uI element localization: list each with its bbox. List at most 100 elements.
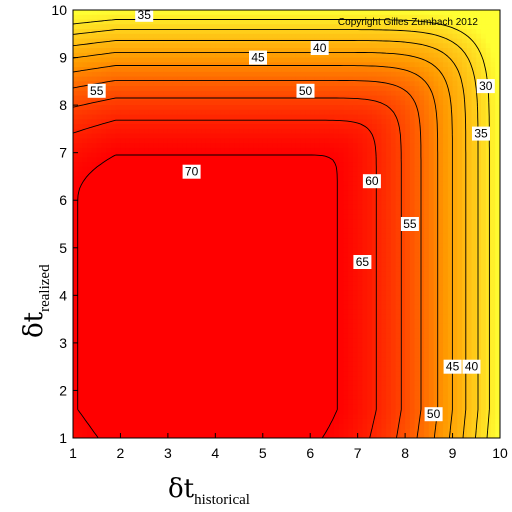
heat-cell	[215, 52, 221, 59]
heat-cell	[281, 109, 288, 116]
heat-cell	[129, 233, 136, 239]
heat-cell	[191, 48, 197, 54]
heat-cell	[144, 181, 150, 187]
heat-cell	[220, 67, 226, 73]
heat-cell	[267, 81, 273, 87]
heat-cell	[110, 257, 117, 263]
heat-cell	[220, 304, 226, 311]
heat-cell	[82, 29, 88, 35]
heat-cell	[210, 390, 216, 396]
heat-cell	[82, 171, 88, 178]
heat-cell	[96, 295, 103, 301]
heat-cell	[319, 176, 326, 182]
heat-cell	[191, 204, 197, 211]
heat-cell	[172, 423, 178, 430]
heat-cell	[139, 100, 145, 106]
heat-cell	[186, 19, 193, 25]
heat-cell	[281, 371, 288, 377]
heat-cell	[286, 319, 292, 325]
heat-cell	[291, 357, 297, 363]
heat-cell	[258, 43, 264, 49]
heat-cell	[333, 109, 340, 116]
heat-cell	[243, 138, 250, 144]
heat-cell	[267, 304, 273, 311]
heat-cell	[73, 29, 79, 35]
heat-cell	[314, 14, 321, 21]
heat-cell	[305, 323, 311, 330]
heat-cell	[253, 105, 259, 111]
heat-cell	[215, 14, 221, 21]
heat-cell	[139, 224, 145, 230]
heat-cell	[77, 114, 84, 120]
heat-cell	[134, 109, 141, 116]
heat-cell	[239, 176, 245, 182]
heat-cell	[295, 209, 302, 216]
heat-cell	[239, 347, 245, 353]
heat-cell	[262, 418, 269, 425]
heat-cell	[158, 24, 164, 30]
heat-cell	[229, 67, 235, 73]
heat-cell	[220, 214, 226, 220]
heat-cell	[177, 395, 183, 401]
heat-cell	[239, 295, 245, 301]
heat-cell	[215, 300, 221, 306]
heat-cell	[101, 409, 107, 415]
heat-cell	[73, 243, 79, 249]
heat-cell	[314, 271, 321, 277]
heat-cell	[267, 371, 273, 377]
heat-cell	[300, 52, 307, 59]
heat-cell	[210, 157, 216, 163]
heat-cell	[87, 76, 93, 82]
heat-cell	[144, 357, 150, 363]
heat-cell	[248, 33, 254, 40]
heat-cell	[234, 342, 240, 349]
heat-cell	[110, 271, 117, 277]
heat-cell	[201, 423, 207, 430]
heat-cell	[243, 380, 250, 387]
heat-cell	[333, 233, 340, 239]
heat-cell	[305, 433, 311, 438]
heat-cell	[319, 57, 326, 63]
heat-cell	[91, 67, 98, 73]
heat-cell	[314, 257, 321, 263]
heat-cell	[286, 395, 292, 401]
heat-cell	[305, 114, 311, 120]
heat-cell	[73, 52, 79, 59]
heat-cell	[73, 86, 79, 92]
heat-cell	[115, 328, 122, 334]
heat-cell	[286, 81, 292, 87]
heat-cell	[229, 48, 235, 54]
heat-cell	[172, 276, 178, 282]
heat-cell	[177, 224, 183, 230]
heat-cell	[144, 171, 150, 178]
heat-cell	[87, 219, 93, 225]
heat-cell	[87, 309, 93, 315]
heat-cell	[277, 190, 283, 197]
heat-cell	[106, 128, 112, 135]
heat-cell	[106, 147, 112, 154]
heat-cell	[239, 62, 245, 68]
heat-cell	[167, 347, 174, 353]
heat-cell	[158, 390, 164, 396]
heat-cell	[229, 209, 235, 216]
heat-cell	[177, 124, 183, 130]
heat-cell	[239, 357, 245, 363]
heat-cell	[329, 33, 335, 40]
heat-cell	[291, 105, 297, 111]
heat-cell	[96, 95, 103, 101]
heat-cell	[281, 185, 288, 192]
heat-cell	[291, 295, 297, 301]
heat-cell	[267, 433, 273, 438]
heat-cell	[329, 228, 335, 235]
heat-cell	[248, 76, 254, 82]
heat-cell	[286, 243, 292, 249]
heat-cell	[115, 347, 122, 353]
heat-cell	[186, 338, 193, 344]
heat-cell	[267, 71, 273, 78]
heat-cell	[153, 224, 159, 230]
heat-cell	[272, 19, 278, 25]
heat-cell	[272, 243, 278, 249]
heat-cell	[243, 433, 250, 438]
heat-cell	[186, 214, 193, 220]
heat-cell	[148, 19, 155, 25]
